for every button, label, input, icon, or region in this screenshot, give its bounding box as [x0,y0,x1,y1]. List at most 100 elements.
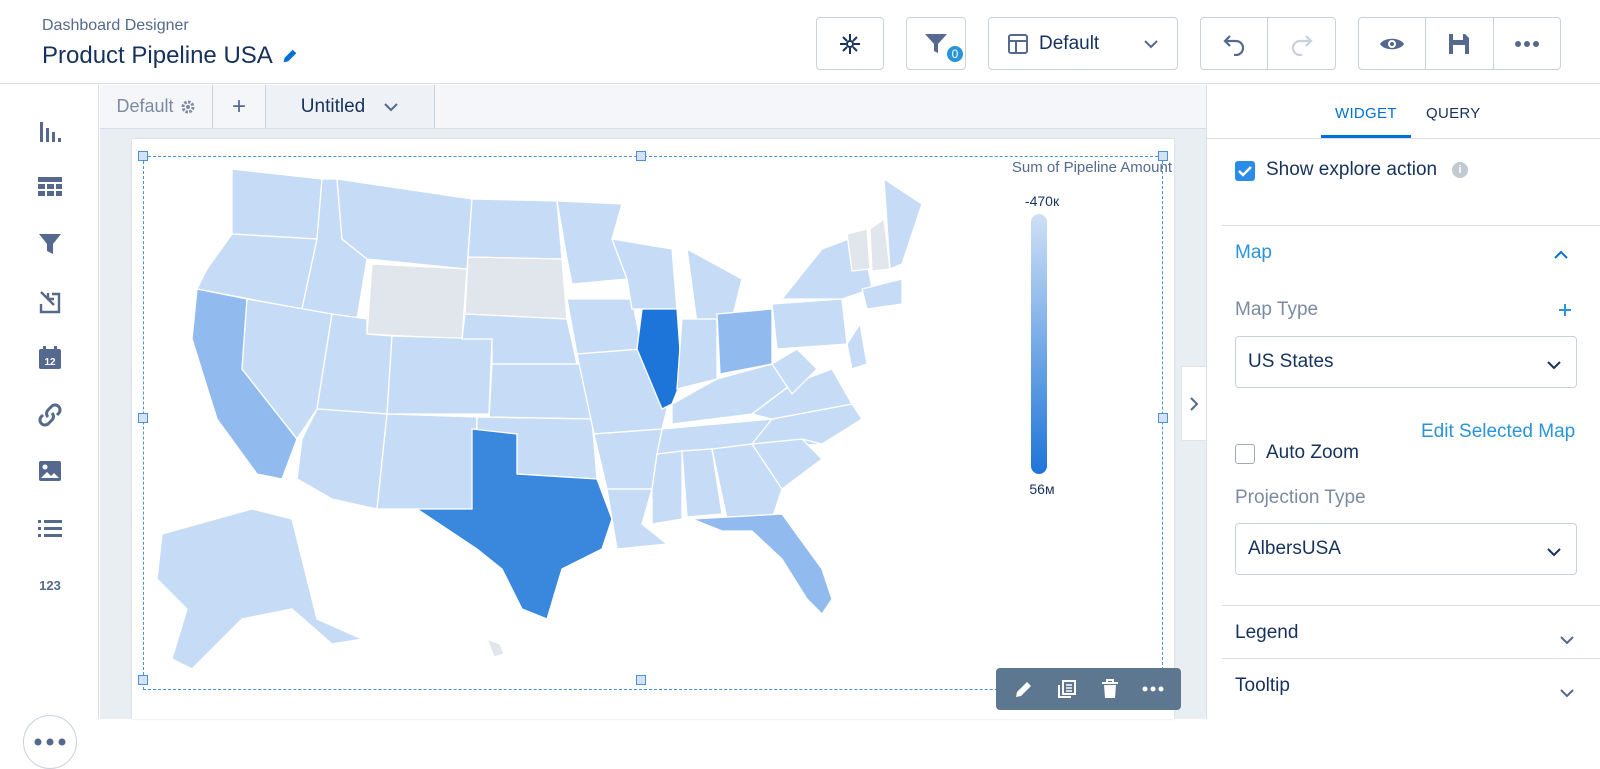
widget-more-button[interactable] [1137,673,1169,705]
tooltip-section[interactable]: Tooltip [1235,675,1585,715]
projection-type-value: AlbersUSA [1248,538,1341,559]
pencil-icon[interactable] [281,47,299,65]
import-icon[interactable] [36,288,64,316]
legend-max-value: -470к [1024,193,1060,209]
state-alabama [681,448,723,518]
copy-icon [1057,680,1076,698]
undo-icon [1223,34,1245,56]
tab-query[interactable]: QUERY [1426,105,1481,122]
more-actions-button[interactable] [1494,18,1560,69]
gear-icon[interactable] [180,99,196,115]
add-page-button[interactable]: + [213,85,266,128]
connect-icon [840,33,860,54]
map-type-value: US States [1248,351,1334,372]
title-wrap: Product Pipeline USA [42,42,299,70]
auto-zoom-checkbox[interactable] [1235,444,1255,464]
number-icon[interactable]: 123 [39,577,61,593]
map-type-select[interactable]: US States [1235,336,1577,388]
divider [1222,605,1600,606]
more-icon [1514,40,1539,47]
projection-type-label: Projection Type [1235,487,1366,508]
filter-widget-icon[interactable] [36,230,64,258]
page-untitled-label: Untitled [300,95,366,117]
resize-handle[interactable] [1158,151,1168,161]
layout-select-value: Default [1039,32,1100,54]
edit-widget-button[interactable] [1008,673,1040,705]
view-save-group [1358,17,1561,70]
page-tab-untitled[interactable]: Untitled [266,85,435,128]
clone-widget-button[interactable] [1051,673,1083,705]
app-label: Dashboard Designer [42,17,189,34]
state-alaska [156,508,365,670]
check-icon [1238,166,1252,177]
legend-section[interactable]: Legend [1235,622,1585,662]
edit-selected-map-link[interactable]: Edit Selected Map [1421,421,1576,442]
panel-collapse-toggle[interactable] [1181,366,1206,441]
chart-icon[interactable] [36,117,64,145]
save-button[interactable] [1426,18,1494,69]
preview-icon [1380,38,1405,49]
state-missouri [576,348,668,435]
redo-icon [1291,34,1313,56]
page-tab-default[interactable]: Default [100,85,213,128]
image-icon[interactable] [36,457,64,485]
legend-section-title: Legend [1235,622,1299,643]
projection-type-select[interactable]: AlbersUSA [1235,523,1577,575]
tab-widget[interactable]: WIDGET [1335,105,1397,122]
plus-icon[interactable] [1558,303,1572,317]
chevron-down-icon [384,102,398,111]
legend-min-value: 56м [1029,481,1055,497]
save-icon [1449,33,1470,54]
map-type-label: Map Type [1235,299,1319,320]
rail-more-button[interactable] [23,715,77,769]
state-nevada [241,298,333,441]
undo-redo-group [1200,17,1336,70]
state-vermont [846,228,871,272]
auto-zoom-label: Auto Zoom [1266,442,1359,463]
table-icon[interactable] [36,173,64,201]
list-icon[interactable] [36,515,64,543]
page-bar: Default + Untitled [100,85,1206,129]
preview-button[interactable] [1359,18,1427,69]
state-virginia [750,368,854,420]
chevron-down-icon [1144,40,1158,49]
chevron-up-icon[interactable] [1553,247,1569,263]
widget-rail: 12 123 [0,85,99,769]
connect-button[interactable] [816,17,884,70]
filter-icon [925,33,947,53]
page-default-label: Default [116,96,174,116]
selection-box [143,156,1163,690]
dashboard-title: Product Pipeline USA [42,42,273,69]
chevron-down-icon [1560,689,1574,698]
resize-handle[interactable] [138,675,148,685]
resize-handle[interactable] [636,151,646,161]
resize-handle[interactable] [1158,413,1168,423]
delete-widget-button[interactable] [1094,673,1126,705]
divider [1222,225,1600,226]
more-icon [34,738,66,746]
undo-button[interactable] [1201,18,1268,69]
info-icon[interactable]: i [1452,162,1468,178]
resize-handle[interactable] [138,413,148,423]
filter-button[interactable]: 0 [906,17,966,70]
resize-handle[interactable] [636,675,646,685]
map-section-title[interactable]: Map [1235,242,1272,263]
pencil-icon [1015,682,1031,697]
show-explore-checkbox[interactable] [1235,161,1255,181]
state-florida [691,513,833,616]
legend-gradient-bar [1031,214,1047,474]
more-icon [1142,686,1164,692]
chevron-down-icon [1547,361,1561,370]
date-icon[interactable]: 12 [36,344,64,372]
panel-tabs: WIDGET QUERY [1207,85,1600,139]
layout-select[interactable]: Default [988,17,1178,70]
state-maine [883,177,923,270]
resize-handle[interactable] [138,151,148,161]
widget-toolbar [996,668,1181,710]
state-mississippi [651,450,683,525]
chevron-right-icon [1190,396,1199,411]
redo-button[interactable] [1268,18,1335,69]
chevron-down-icon [1547,548,1561,557]
map-widget[interactable]: Sum of Pipeline Amount -470к 56м [132,139,1174,719]
link-icon[interactable] [36,401,64,429]
